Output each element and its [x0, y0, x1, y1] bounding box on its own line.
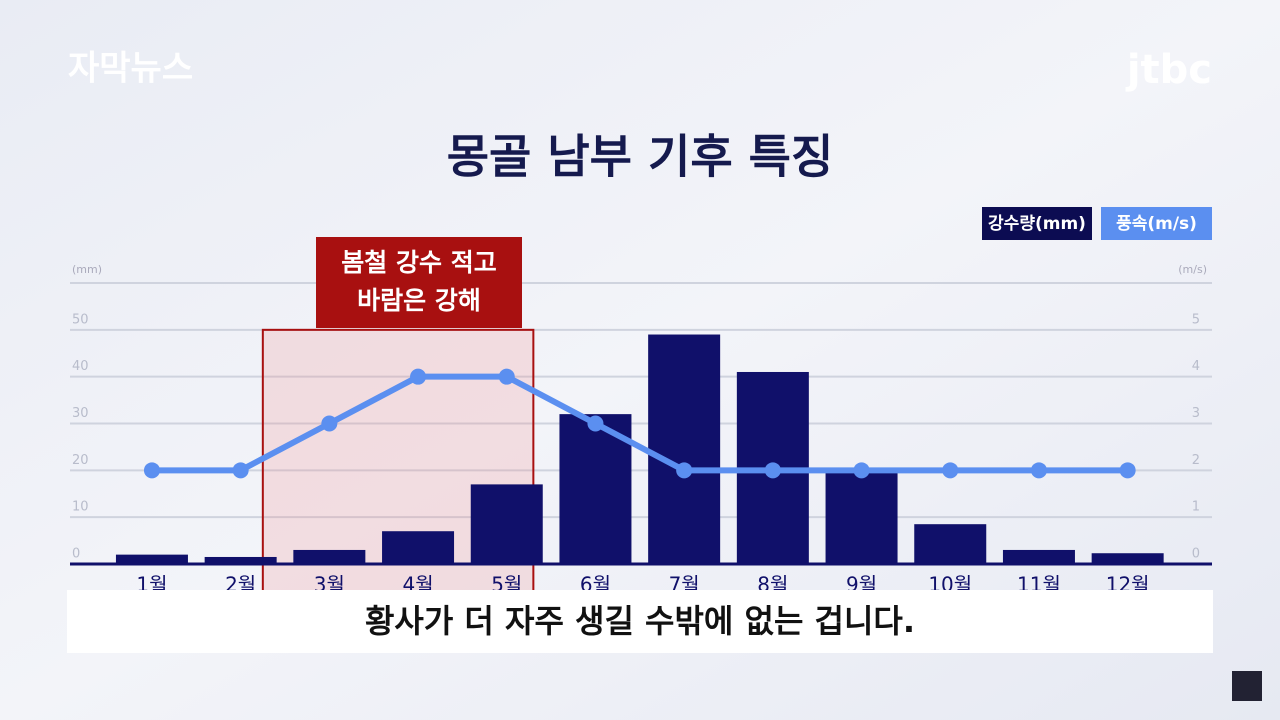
logo: jtbc [1125, 47, 1212, 93]
line-point [232, 462, 249, 479]
y2-tick-label: 1 [1192, 500, 1200, 515]
annotation-text: 봄철 강수 적고 [341, 248, 496, 277]
bar [825, 470, 898, 564]
annotation-text: 바람은 강해 [357, 286, 481, 315]
chart-title: 몽골 남부 기후 특징 [447, 130, 834, 184]
line-point [143, 462, 160, 479]
line-point [764, 462, 781, 479]
line-point [587, 415, 604, 432]
legend-label: 강수량(mm) [988, 214, 1086, 234]
bar [470, 484, 543, 564]
line-point [853, 462, 870, 479]
line-point [1030, 462, 1047, 479]
y2-tick-label: 3 [1192, 406, 1200, 421]
caption-box [67, 590, 1213, 653]
bar [914, 524, 987, 564]
y-tick-label: 20 [72, 453, 89, 468]
y2-tick-label: 5 [1192, 312, 1200, 327]
legend-box [982, 207, 1092, 240]
y-tick-label: 10 [72, 500, 89, 515]
line [151, 373, 1128, 474]
y2-axis-label: (m/s) [1178, 263, 1207, 276]
y-tick-label: 0 [72, 547, 80, 562]
caption: 황사가 더 자주 생길 수밖에 없는 겁니다. [365, 602, 915, 640]
legend-box [1101, 207, 1212, 240]
y2-tick-label: 4 [1192, 359, 1200, 374]
legend-label: 풍속(m/s) [1116, 214, 1197, 234]
line-point [410, 368, 427, 385]
line-point [676, 462, 693, 479]
line-point [942, 462, 959, 479]
bar [382, 531, 455, 564]
bar [204, 556, 277, 564]
bar [1091, 553, 1164, 564]
line-point [321, 415, 338, 432]
bar [1002, 549, 1075, 564]
bar [293, 549, 366, 564]
y2-tick-label: 0 [1192, 547, 1200, 562]
y-tick-label: 40 [72, 359, 89, 374]
corner-icon [1232, 671, 1262, 701]
program-name: 자막뉴스 [68, 49, 193, 89]
y-tick-label: 30 [72, 406, 89, 421]
line-point [498, 368, 515, 385]
y-axis-label: (mm) [72, 263, 102, 276]
y2-tick-label: 2 [1192, 453, 1200, 468]
line-point [1119, 462, 1136, 479]
y-tick-label: 50 [72, 312, 89, 327]
bar [115, 554, 188, 564]
bar [648, 334, 721, 564]
annotation-box [316, 237, 522, 328]
